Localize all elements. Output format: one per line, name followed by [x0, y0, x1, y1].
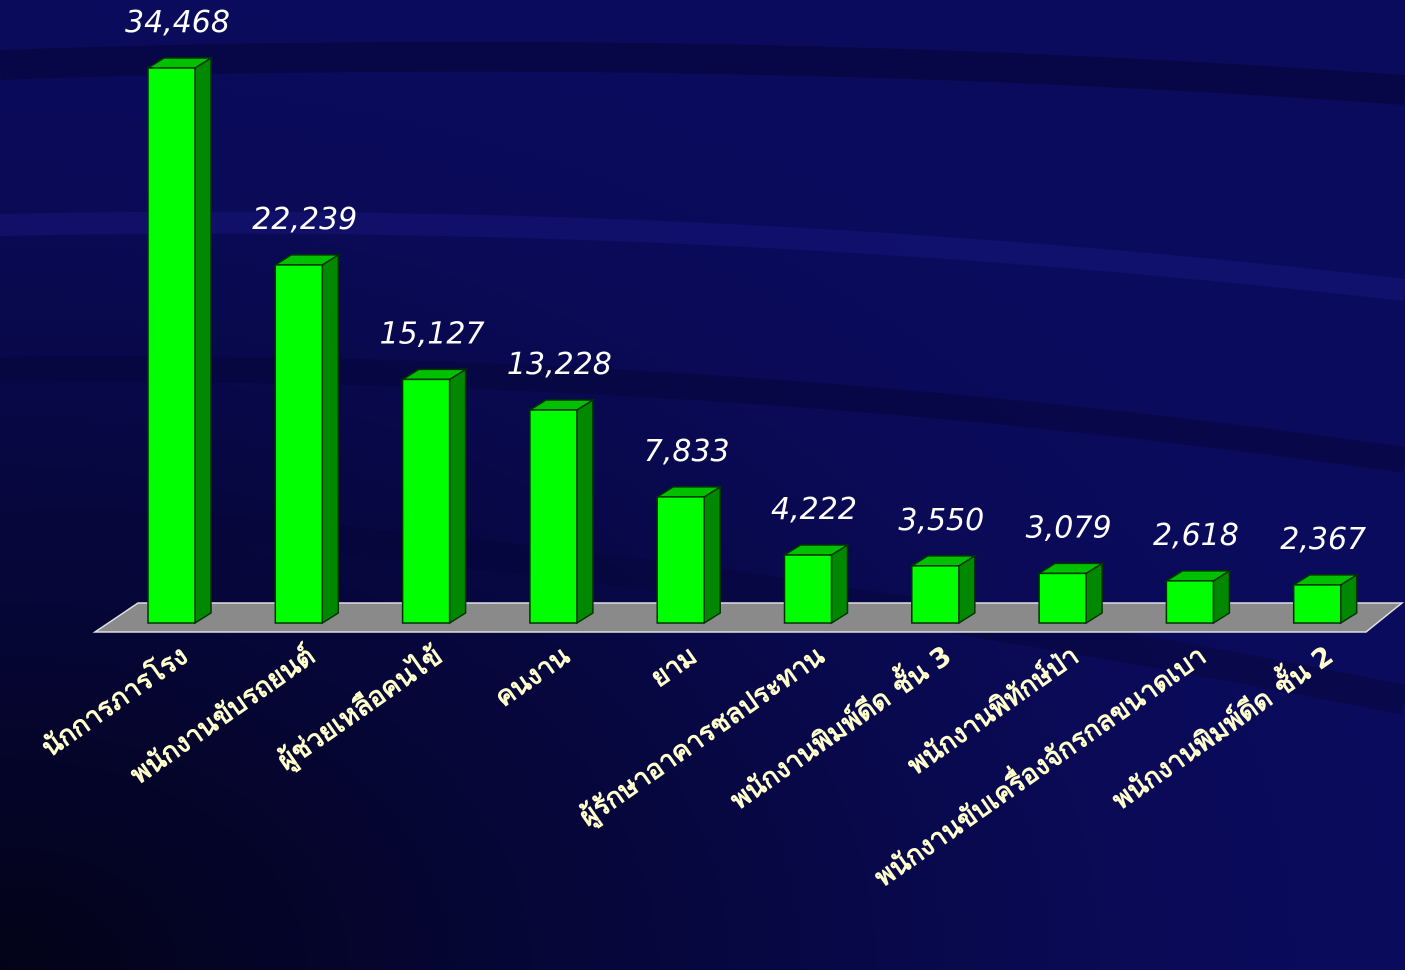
value-label: 4,222	[771, 492, 857, 527]
bar-front	[147, 67, 196, 624]
bar-front	[401, 378, 451, 624]
bar	[909, 554, 978, 625]
bar-front	[1292, 584, 1342, 624]
bar-front	[656, 496, 705, 624]
value-label: 3,079	[1026, 510, 1112, 545]
bar	[1291, 573, 1360, 625]
category-label: คนงาน	[489, 640, 575, 713]
value-label: 13,228	[507, 347, 612, 382]
bar	[1163, 569, 1233, 625]
value-label: 3,550	[898, 503, 984, 538]
bar-side	[830, 543, 849, 625]
bar-front	[911, 565, 960, 624]
bar-front	[1038, 572, 1087, 624]
bar	[654, 485, 723, 625]
bar-side	[448, 368, 467, 625]
bar	[781, 543, 851, 625]
bar-side	[321, 253, 340, 625]
bar	[145, 56, 214, 625]
category-label: พนักงานพิมพ์ดีด ชั้น 2	[1103, 635, 1339, 816]
value-label: 34,468	[125, 5, 230, 40]
bar-side	[958, 554, 976, 625]
bar-side	[703, 485, 721, 625]
value-label: 2,618	[1153, 518, 1239, 553]
bar-side	[194, 56, 212, 625]
value-label: 7,833	[644, 434, 730, 469]
value-label: 15,127	[380, 316, 485, 351]
bar	[272, 253, 341, 625]
value-label: 22,239	[252, 202, 357, 237]
value-labels-group: 34,468 22,239 15,127 13,228 7,833 4,222 3,550 3…	[125, 5, 1366, 557]
bar-front	[274, 264, 324, 624]
bar-front	[529, 409, 578, 624]
value-label: 2,367	[1280, 522, 1366, 557]
category-label: พนักงานพิมพ์ดีด ชั้น 3	[721, 635, 957, 816]
bar-front	[1165, 580, 1215, 624]
category-labels-group: นักการภารโรงพนักงานขับรถยนต์ผู้ช่วยเหลือ…	[35, 635, 1339, 893]
bar	[1036, 562, 1105, 625]
bar-front	[783, 554, 833, 624]
category-label: ผู้รักษาอาคารชลประทาน	[574, 640, 831, 834]
bar-side	[576, 398, 594, 625]
bars-group	[145, 56, 1360, 625]
bar	[527, 398, 596, 625]
category-label: ยาม	[645, 640, 703, 693]
bar	[399, 368, 469, 625]
